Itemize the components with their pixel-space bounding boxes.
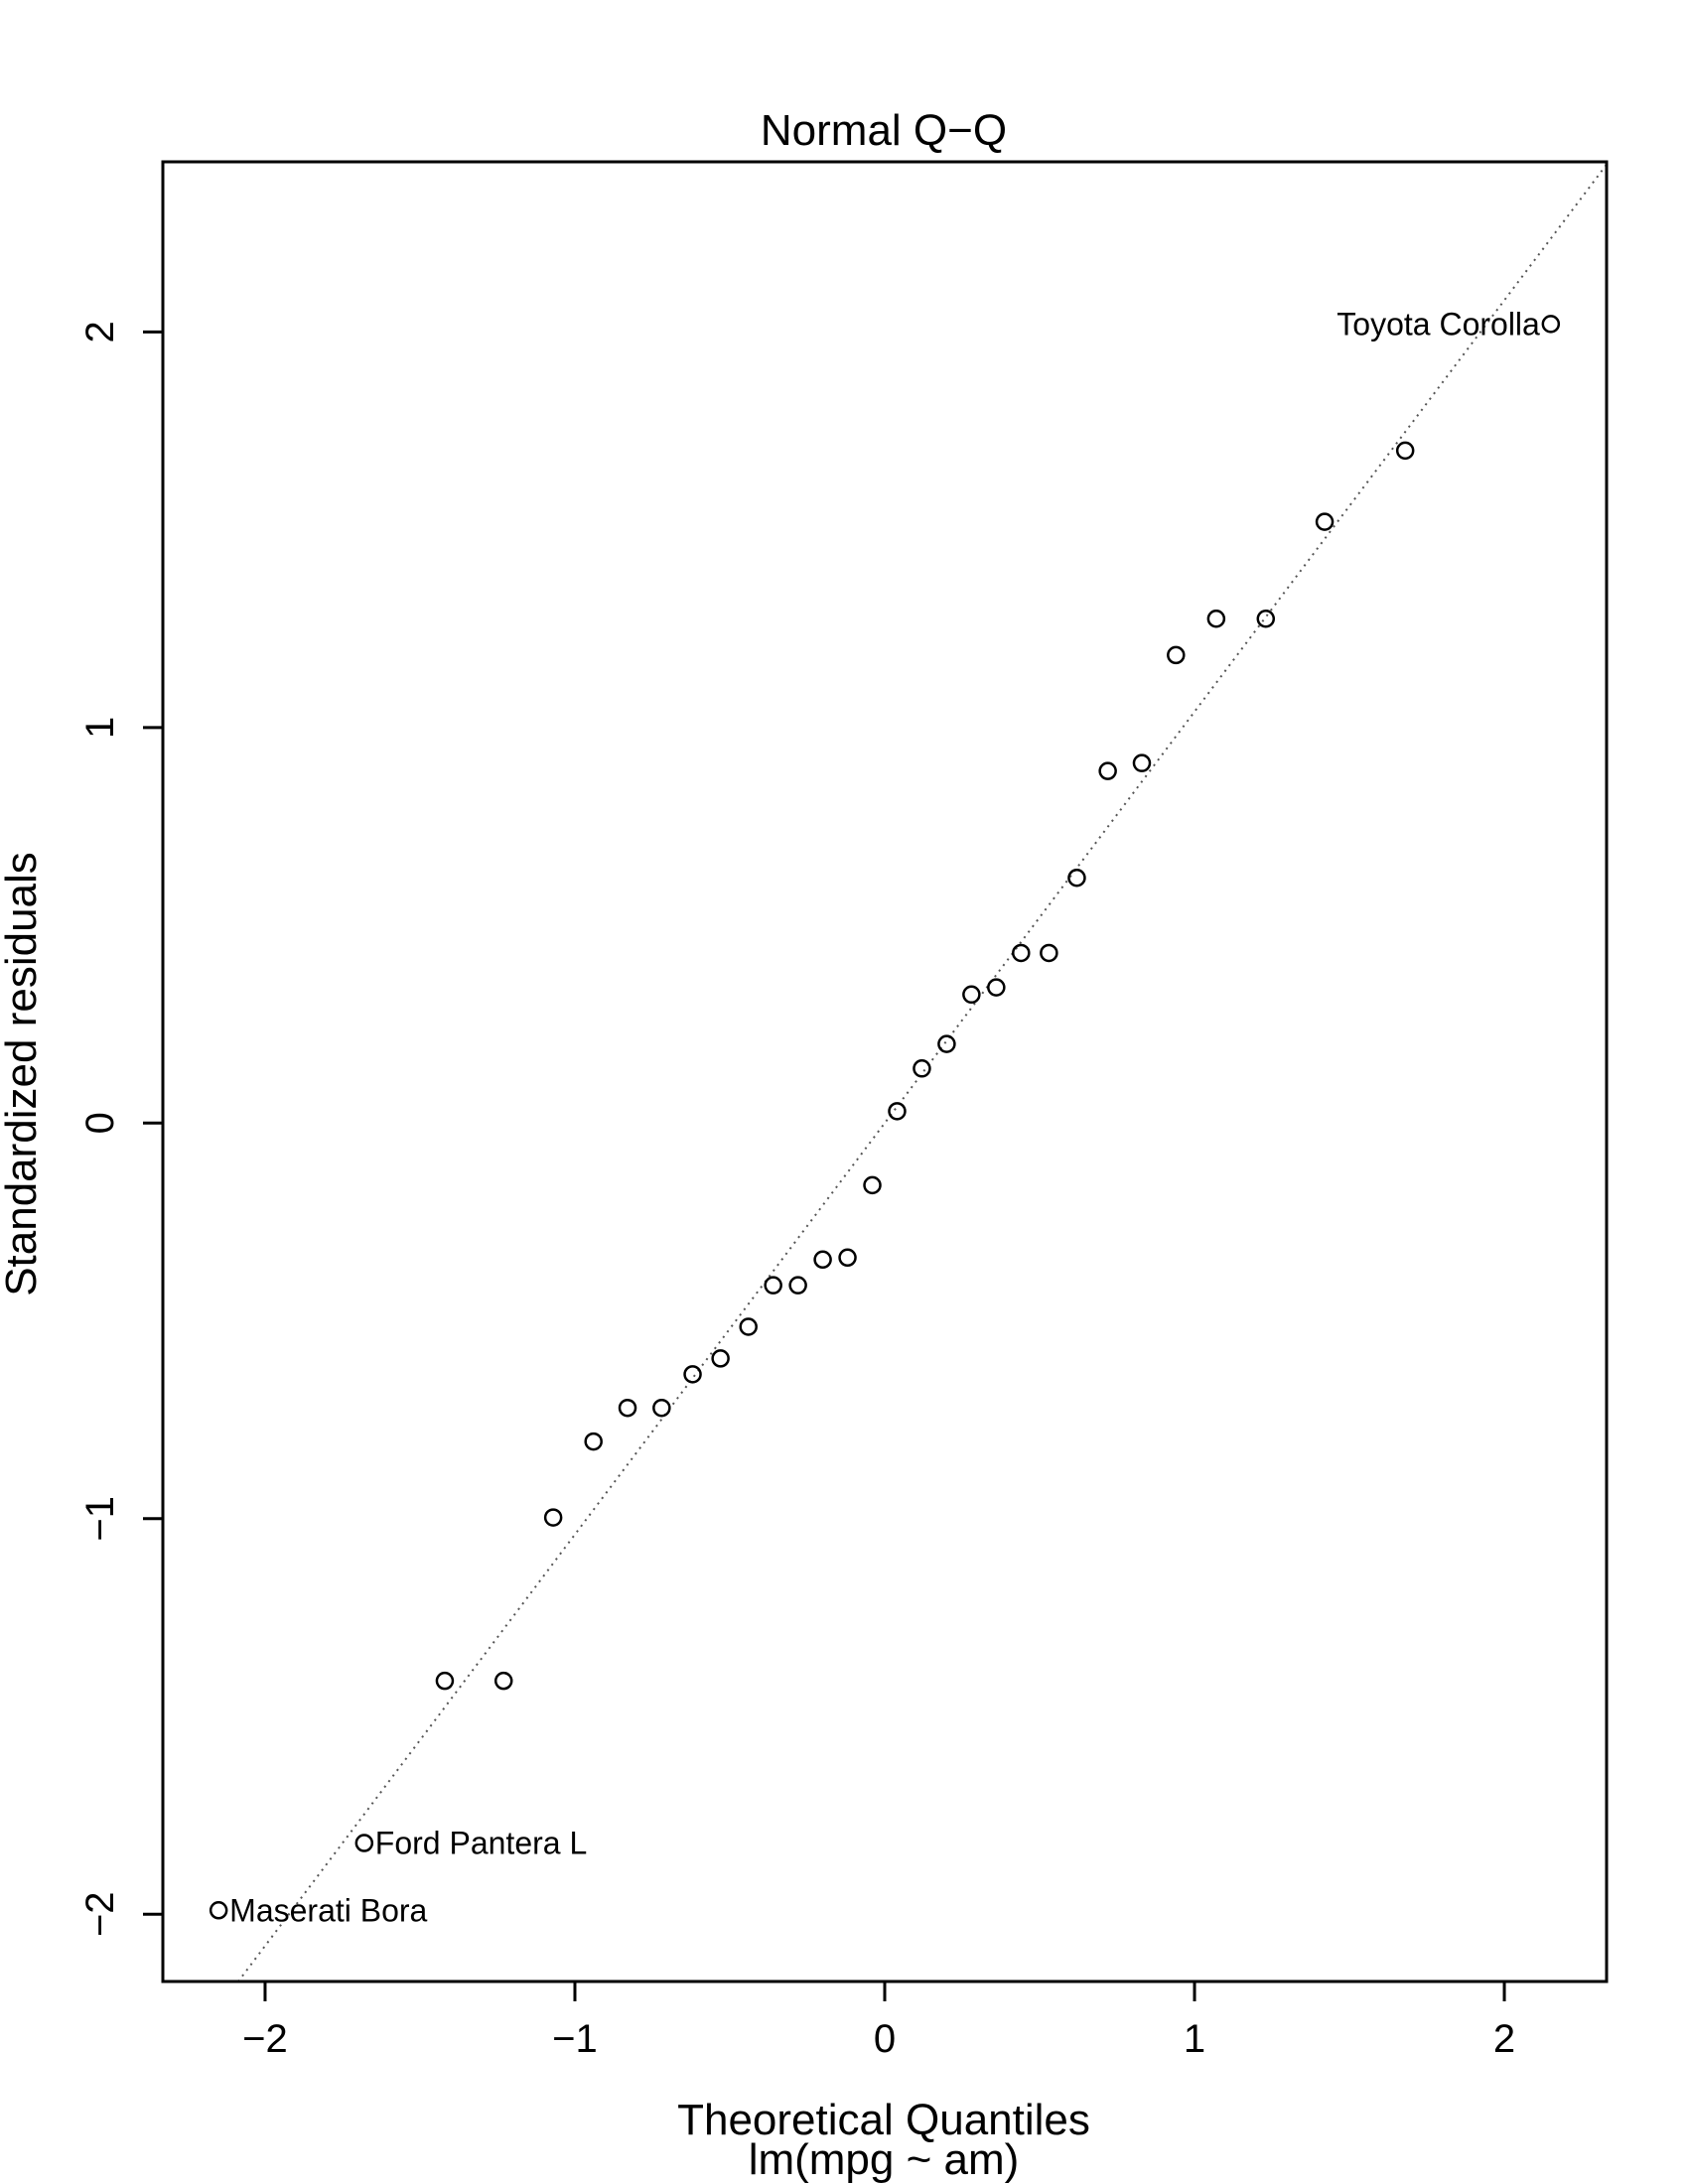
- point-label: Maserati Bora: [229, 1892, 427, 1928]
- y-tick-label: −2: [78, 1891, 122, 1937]
- x-tick-label: −2: [242, 2017, 288, 2061]
- x-tick-label: −1: [552, 2017, 598, 2061]
- data-point: [1132, 753, 1152, 772]
- y-tick-label: 1: [78, 717, 122, 739]
- data-point: [1098, 761, 1117, 780]
- data-point: [354, 1834, 374, 1852]
- data-point: [888, 1102, 907, 1121]
- plot-layer: −2 −1 0 1 2 −2 −1 0 1 2 Toyota Corolla Ford Pantera…: [78, 160, 1609, 2061]
- x-tick-label: 0: [874, 2017, 896, 2061]
- y-tick-label: 0: [78, 1112, 122, 1134]
- data-point: [543, 1508, 563, 1527]
- chart-title: Normal Q−Q: [761, 106, 1007, 155]
- data-point: [1541, 315, 1561, 334]
- data-point: [913, 1059, 931, 1078]
- data-point: [838, 1248, 857, 1268]
- data-point: [209, 1901, 228, 1920]
- data-point: [813, 1250, 832, 1270]
- x-axis-label: Theoretical Quantiles: [677, 2096, 1090, 2144]
- x-tick-label: 1: [1184, 2017, 1205, 2061]
- data-point: [652, 1398, 671, 1418]
- data-point: [788, 1276, 807, 1295]
- data-point: [863, 1175, 882, 1195]
- y-axis-label: Standardized residuals: [0, 852, 46, 1297]
- data-point: [1206, 609, 1226, 628]
- data-point: [711, 1349, 730, 1368]
- point-label: Ford Pantera L: [375, 1826, 587, 1861]
- data-point: [962, 985, 981, 1005]
- data-point: [618, 1398, 637, 1418]
- y-tick-label: 2: [78, 321, 122, 342]
- data-point: [1256, 609, 1276, 628]
- data-point: [584, 1432, 603, 1451]
- data-point: [1067, 868, 1086, 887]
- data-point: [1167, 645, 1186, 665]
- data-point: [493, 1671, 513, 1691]
- data-point: [739, 1317, 758, 1336]
- x-tick-label: 2: [1493, 2017, 1515, 2061]
- data-point: [937, 1034, 956, 1053]
- data-point: [1315, 512, 1335, 531]
- data-point: [764, 1276, 782, 1295]
- y-tick-label: −1: [78, 1496, 122, 1542]
- data-point: [987, 978, 1006, 997]
- data-point: [1040, 943, 1058, 963]
- data-point: [1395, 441, 1415, 461]
- data-point: [1012, 943, 1031, 963]
- data-point: [683, 1365, 702, 1384]
- data-point: [435, 1671, 455, 1691]
- x-axis-sublabel: lm(mpg ~ am): [749, 2135, 1020, 2184]
- point-label: Toyota Corolla: [1336, 306, 1540, 341]
